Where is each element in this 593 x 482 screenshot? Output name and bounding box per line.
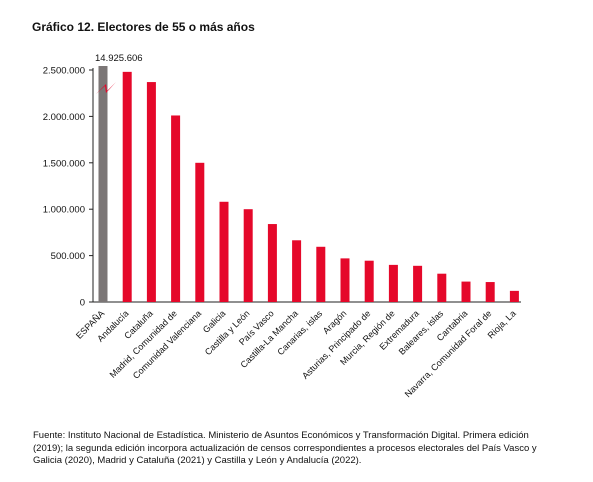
bar-aragon	[340, 258, 350, 302]
data-labels: 14.925.606	[95, 53, 143, 64]
bar-murcia-region-de	[388, 264, 398, 302]
bar-cantabria	[461, 281, 471, 302]
bar-andalucia	[122, 71, 132, 302]
y-tick-label: 2.000.000	[43, 112, 85, 123]
bar-castilla-la-mancha	[292, 240, 302, 302]
data-label-espana: 14.925.606	[95, 53, 143, 64]
y-tick-label: 500.000	[51, 251, 85, 262]
axis-break-mark	[96, 82, 116, 94]
bar-espana	[98, 66, 108, 302]
bar-asturias-principado-de	[364, 260, 374, 302]
chart-axes	[89, 68, 521, 303]
y-tick-label: 1.500.000	[43, 158, 85, 169]
y-tick-label: 1.000.000	[43, 205, 85, 216]
bar-castilla-y-leon	[243, 209, 253, 302]
y-tick-label: 2.500.000	[43, 66, 85, 77]
bar-extremadura	[413, 265, 423, 302]
chart-bars	[96, 66, 519, 303]
bar-madrid-comunidad-de	[171, 115, 181, 302]
bar-comunidad-valenciana	[195, 162, 205, 302]
bar-galicia	[219, 201, 229, 302]
chart-title: Gráfico 12. Electores de 55 o más años	[32, 20, 255, 34]
bar-cataluna	[146, 82, 156, 303]
source-note: Fuente: Instituto Nacional de Estadístic…	[33, 430, 537, 466]
y-tick-label: 0	[80, 298, 85, 309]
bar-canarias-islas	[316, 246, 326, 302]
bar-pais-vasco	[267, 224, 277, 302]
bar-baleares-islas	[437, 273, 447, 302]
y-axis-tick-labels: 0 500.000 1.000.000 1.500.000 2.000.000 2.500…	[43, 66, 85, 309]
bar-rioja-la	[509, 290, 519, 302]
bar-navarra-comunidad-foral-de	[485, 282, 495, 302]
